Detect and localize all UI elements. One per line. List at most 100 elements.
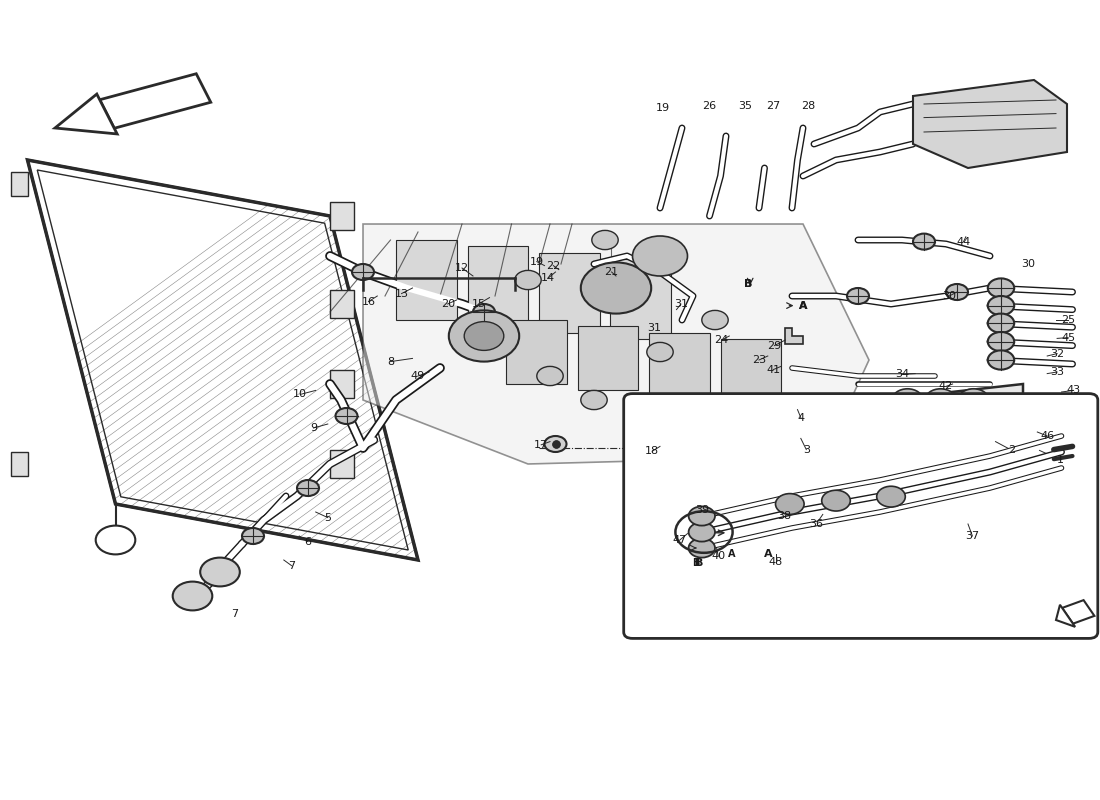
Circle shape	[449, 310, 519, 362]
Text: 44: 44	[957, 237, 970, 246]
Text: 48: 48	[769, 557, 782, 566]
Text: 4: 4	[798, 413, 804, 422]
Circle shape	[592, 230, 618, 250]
Text: 3: 3	[803, 445, 810, 454]
Polygon shape	[55, 94, 117, 134]
Circle shape	[336, 408, 358, 424]
Text: 5: 5	[324, 513, 331, 522]
Circle shape	[988, 314, 1014, 333]
Text: 46: 46	[1041, 431, 1054, 441]
Text: 39: 39	[695, 505, 708, 514]
Circle shape	[946, 284, 968, 300]
Circle shape	[822, 490, 850, 511]
Polygon shape	[330, 290, 354, 318]
Text: 13: 13	[395, 289, 408, 298]
Polygon shape	[468, 246, 528, 326]
Text: 10: 10	[294, 390, 307, 399]
Text: 15: 15	[472, 299, 485, 309]
Text: 33: 33	[1050, 367, 1064, 377]
FancyBboxPatch shape	[624, 394, 1098, 638]
Circle shape	[913, 234, 935, 250]
Text: 31: 31	[648, 323, 661, 333]
Polygon shape	[330, 450, 354, 478]
Circle shape	[581, 390, 607, 410]
Polygon shape	[506, 320, 566, 384]
Circle shape	[689, 522, 715, 542]
Text: 29: 29	[768, 341, 781, 350]
Text: A: A	[799, 301, 807, 310]
Text: 38: 38	[778, 511, 791, 521]
Text: A: A	[763, 550, 772, 559]
Circle shape	[581, 262, 651, 314]
Text: 45: 45	[1062, 333, 1075, 342]
Text: 17: 17	[535, 440, 548, 450]
Polygon shape	[11, 172, 28, 196]
Text: 22: 22	[547, 261, 560, 270]
Text: 47: 47	[673, 535, 686, 545]
Circle shape	[632, 236, 688, 276]
Polygon shape	[28, 160, 418, 560]
Polygon shape	[11, 452, 28, 476]
Text: 49: 49	[411, 371, 425, 381]
Circle shape	[515, 270, 541, 290]
Polygon shape	[396, 240, 456, 320]
Text: 6: 6	[305, 537, 311, 546]
Polygon shape	[1056, 605, 1075, 627]
Circle shape	[988, 278, 1014, 298]
Polygon shape	[330, 202, 354, 230]
Polygon shape	[913, 80, 1067, 168]
Circle shape	[702, 310, 728, 330]
Text: 25: 25	[1062, 315, 1075, 325]
Text: 34: 34	[895, 370, 909, 379]
Text: 31: 31	[674, 299, 688, 309]
Text: 35: 35	[738, 101, 751, 110]
Text: 40: 40	[712, 551, 725, 561]
Circle shape	[892, 389, 923, 411]
Polygon shape	[539, 253, 600, 333]
Text: 16: 16	[362, 297, 375, 306]
Text: 32: 32	[1050, 349, 1064, 358]
Text: 41: 41	[767, 365, 780, 374]
Text: 30: 30	[943, 291, 956, 301]
Text: 18: 18	[646, 446, 659, 456]
Circle shape	[988, 296, 1014, 315]
Text: 2: 2	[1009, 446, 1015, 455]
Text: 26: 26	[703, 101, 716, 110]
Circle shape	[958, 389, 989, 411]
Polygon shape	[1063, 600, 1094, 624]
Polygon shape	[649, 333, 710, 397]
Text: 28: 28	[802, 101, 815, 110]
Circle shape	[988, 350, 1014, 370]
Circle shape	[847, 288, 869, 304]
Text: 24: 24	[715, 335, 728, 345]
Circle shape	[689, 538, 715, 558]
Text: A: A	[728, 550, 735, 559]
Text: 12: 12	[455, 263, 469, 273]
Circle shape	[352, 264, 374, 280]
Text: 23: 23	[752, 355, 766, 365]
Polygon shape	[880, 384, 1023, 480]
Text: 21: 21	[605, 267, 618, 277]
Text: B: B	[744, 279, 752, 289]
Circle shape	[544, 436, 566, 452]
Circle shape	[776, 494, 804, 514]
Text: 20: 20	[441, 299, 454, 309]
Circle shape	[537, 366, 563, 386]
Text: 36: 36	[810, 519, 823, 529]
Circle shape	[689, 506, 715, 526]
Circle shape	[464, 322, 504, 350]
Text: 8: 8	[387, 357, 394, 366]
Text: 7: 7	[231, 609, 238, 618]
Polygon shape	[330, 370, 354, 398]
Text: B: B	[744, 279, 752, 289]
Circle shape	[96, 526, 135, 554]
Polygon shape	[785, 328, 803, 344]
Circle shape	[647, 342, 673, 362]
Circle shape	[473, 304, 495, 320]
Polygon shape	[720, 339, 781, 403]
Text: 30: 30	[1022, 259, 1035, 269]
Text: 43: 43	[1067, 386, 1080, 395]
Text: 19: 19	[530, 257, 543, 266]
Circle shape	[242, 528, 264, 544]
Text: 19: 19	[657, 103, 670, 113]
